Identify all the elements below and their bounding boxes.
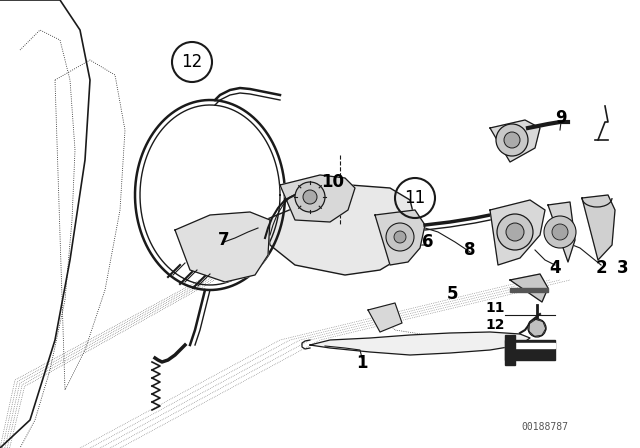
Circle shape [506,223,524,241]
Polygon shape [265,185,415,275]
Polygon shape [548,202,575,262]
Text: 11: 11 [486,301,505,315]
Circle shape [552,224,568,240]
Text: 00188787: 00188787 [522,422,568,432]
Polygon shape [375,210,425,265]
Polygon shape [510,288,548,292]
Text: 12: 12 [486,318,505,332]
Text: 10: 10 [321,173,344,191]
Polygon shape [310,332,530,355]
Text: 1: 1 [356,354,368,372]
Text: 5: 5 [447,285,459,303]
Polygon shape [368,303,402,332]
Polygon shape [505,343,555,348]
Circle shape [295,182,325,212]
Circle shape [394,231,406,243]
Circle shape [528,319,546,337]
Polygon shape [280,175,355,222]
Polygon shape [582,195,615,260]
Text: 2: 2 [595,259,607,277]
Circle shape [497,214,533,250]
Polygon shape [490,120,540,162]
Circle shape [386,223,414,251]
Polygon shape [490,200,545,265]
Polygon shape [505,340,555,360]
Circle shape [496,124,528,156]
Polygon shape [175,212,270,282]
Text: 7: 7 [218,231,230,249]
Circle shape [303,190,317,204]
Text: 9: 9 [555,109,567,127]
Text: 3: 3 [617,259,629,277]
Text: 4: 4 [549,259,561,277]
Text: 12: 12 [181,53,203,71]
Text: 6: 6 [422,233,434,251]
Polygon shape [505,335,515,365]
Circle shape [504,132,520,148]
Circle shape [544,216,576,248]
Polygon shape [510,274,548,302]
Text: 8: 8 [464,241,476,259]
Text: 11: 11 [404,189,426,207]
